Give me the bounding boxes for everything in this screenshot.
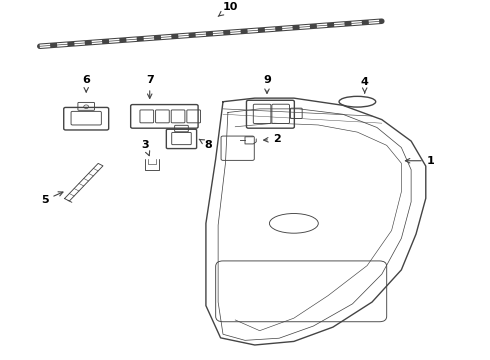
Text: 4: 4: [361, 77, 368, 93]
Text: 6: 6: [82, 75, 90, 92]
Text: 1: 1: [405, 156, 435, 166]
Text: 9: 9: [263, 75, 271, 93]
Text: 3: 3: [141, 140, 149, 156]
Text: 2: 2: [264, 134, 281, 144]
Text: 5: 5: [41, 192, 63, 205]
Text: 7: 7: [146, 75, 153, 98]
Text: 8: 8: [199, 139, 212, 150]
Text: 10: 10: [218, 2, 238, 17]
